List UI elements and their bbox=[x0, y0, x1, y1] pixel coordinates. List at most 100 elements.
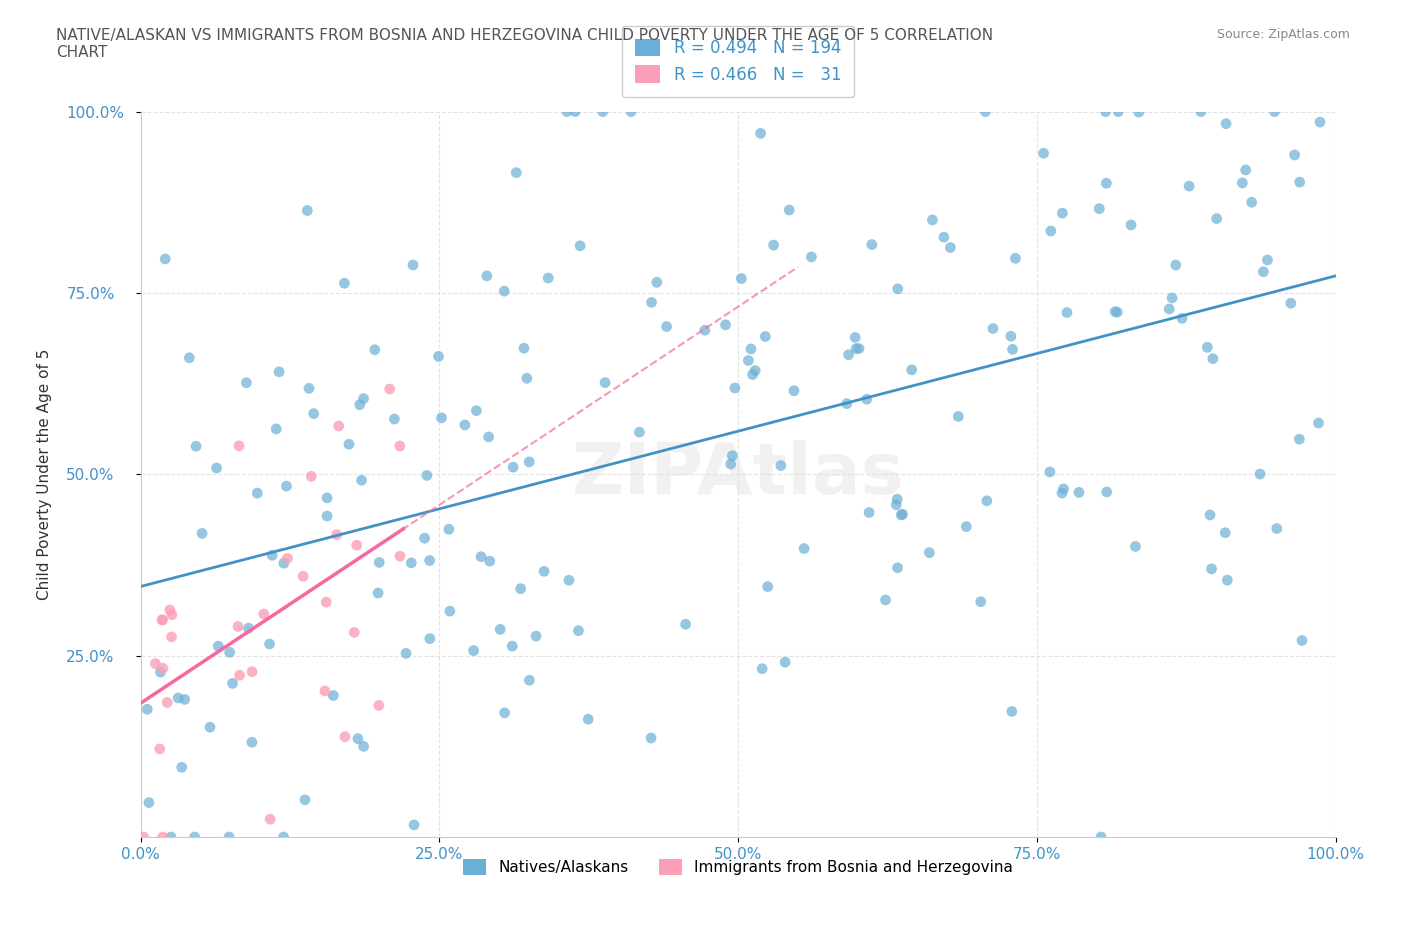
Point bbox=[1039, 223, 1062, 238]
Point bbox=[292, 569, 315, 584]
Point bbox=[558, 573, 581, 588]
Point bbox=[858, 505, 880, 520]
Point bbox=[350, 472, 373, 487]
Point bbox=[569, 238, 592, 253]
Point bbox=[413, 531, 436, 546]
Point bbox=[800, 249, 823, 264]
Point bbox=[1052, 206, 1074, 220]
Point bbox=[1095, 176, 1118, 191]
Point bbox=[533, 564, 555, 578]
Point bbox=[756, 579, 779, 594]
Point bbox=[297, 203, 319, 218]
Point bbox=[955, 519, 977, 534]
Point bbox=[855, 392, 877, 406]
Point bbox=[1050, 485, 1073, 500]
Point bbox=[537, 271, 560, 286]
Point bbox=[860, 237, 883, 252]
Point bbox=[567, 623, 589, 638]
Point bbox=[1284, 148, 1306, 163]
Point bbox=[150, 612, 173, 627]
Point bbox=[337, 437, 360, 452]
Point bbox=[1215, 116, 1237, 131]
Legend: Natives/Alaskans, Immigrants from Bosnia and Herzegovina: Natives/Alaskans, Immigrants from Bosnia… bbox=[451, 847, 1025, 887]
Point bbox=[981, 321, 1004, 336]
Point bbox=[218, 830, 240, 844]
Point bbox=[439, 604, 461, 618]
Point bbox=[153, 251, 176, 266]
Point bbox=[845, 341, 868, 356]
Point bbox=[1159, 301, 1181, 316]
Point bbox=[347, 731, 370, 746]
Point bbox=[769, 458, 792, 473]
Point bbox=[416, 468, 439, 483]
Point bbox=[724, 380, 747, 395]
Point bbox=[1309, 114, 1331, 129]
Point bbox=[326, 527, 349, 542]
Point bbox=[740, 341, 762, 356]
Point bbox=[1249, 467, 1271, 482]
Point bbox=[353, 392, 375, 406]
Point bbox=[489, 622, 512, 637]
Point bbox=[226, 619, 249, 634]
Point bbox=[1253, 264, 1275, 279]
Point bbox=[149, 741, 172, 756]
Point bbox=[513, 340, 536, 355]
Point bbox=[238, 620, 260, 635]
Point bbox=[1205, 211, 1227, 226]
Point bbox=[593, 375, 616, 390]
Point bbox=[1232, 176, 1254, 191]
Point bbox=[240, 735, 263, 750]
Point bbox=[1164, 258, 1187, 272]
Point bbox=[1161, 290, 1184, 305]
Point bbox=[1291, 633, 1313, 648]
Point bbox=[228, 438, 250, 453]
Point bbox=[1004, 251, 1026, 266]
Point bbox=[465, 404, 488, 418]
Point bbox=[1067, 485, 1090, 499]
Point bbox=[720, 457, 742, 472]
Point bbox=[835, 396, 858, 411]
Point bbox=[645, 275, 668, 290]
Point bbox=[1107, 104, 1129, 119]
Point bbox=[136, 702, 159, 717]
Point bbox=[875, 592, 897, 607]
Point bbox=[246, 485, 269, 500]
Point bbox=[1288, 175, 1310, 190]
Point bbox=[502, 459, 524, 474]
Point bbox=[314, 684, 336, 698]
Point bbox=[322, 688, 344, 703]
Point bbox=[302, 406, 325, 421]
Point bbox=[207, 639, 229, 654]
Point bbox=[315, 594, 337, 609]
Point bbox=[1197, 339, 1219, 354]
Point bbox=[640, 731, 662, 746]
Point bbox=[1199, 508, 1222, 523]
Point bbox=[259, 636, 281, 651]
Point bbox=[1001, 704, 1024, 719]
Point bbox=[1234, 163, 1257, 178]
Point bbox=[970, 594, 993, 609]
Point bbox=[367, 698, 389, 713]
Point bbox=[259, 812, 281, 827]
Point bbox=[1039, 464, 1062, 479]
Point bbox=[592, 104, 614, 119]
Point bbox=[1107, 305, 1129, 320]
Point bbox=[205, 460, 228, 475]
Point bbox=[1202, 352, 1225, 366]
Point bbox=[463, 644, 485, 658]
Point bbox=[1189, 104, 1212, 119]
Point bbox=[751, 661, 773, 676]
Point bbox=[517, 455, 540, 470]
Point bbox=[509, 581, 531, 596]
Point bbox=[170, 760, 193, 775]
Point bbox=[156, 695, 179, 710]
Point bbox=[149, 665, 172, 680]
Point bbox=[1094, 104, 1116, 119]
Point bbox=[218, 644, 240, 659]
Point bbox=[160, 607, 183, 622]
Point bbox=[389, 549, 412, 564]
Point bbox=[1265, 521, 1288, 536]
Point bbox=[240, 664, 263, 679]
Point bbox=[737, 353, 759, 368]
Point bbox=[264, 421, 287, 436]
